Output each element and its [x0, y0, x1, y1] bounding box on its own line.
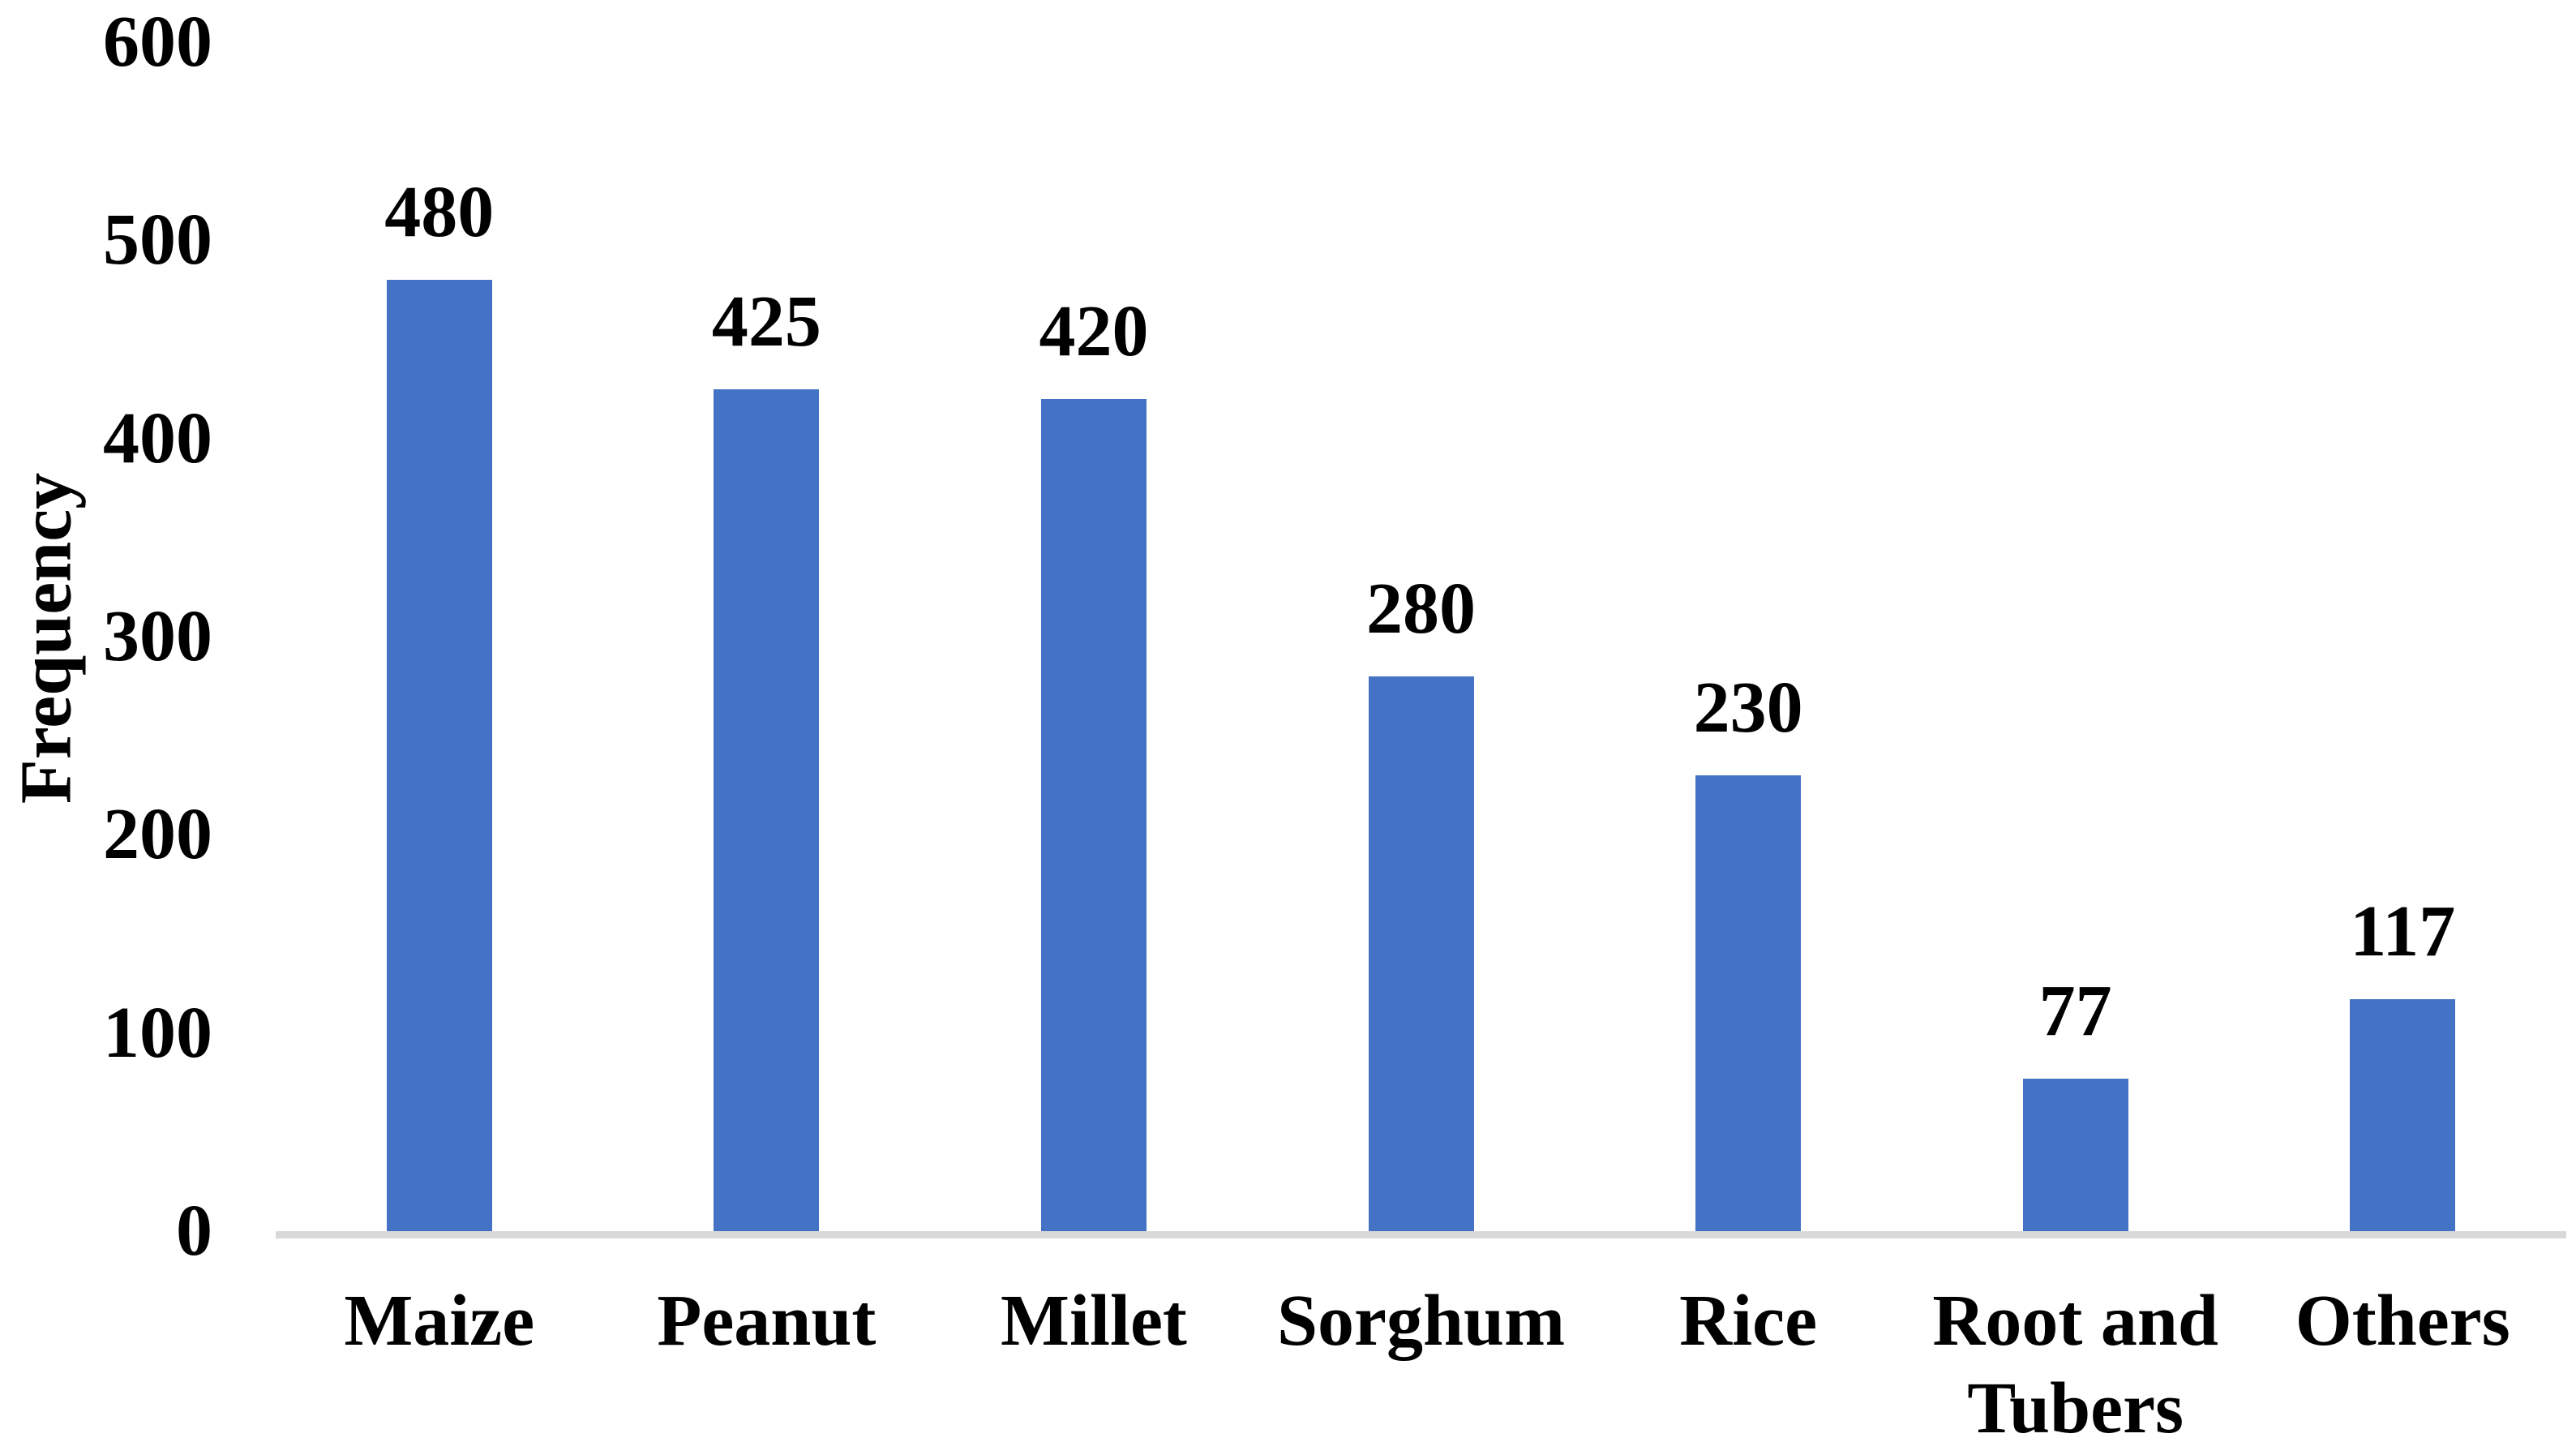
value-label-sorghum: 280 [1366, 568, 1477, 649]
bars-row: 480 425 420 280 230 77 [276, 42, 2566, 1231]
plot-area: 480 425 420 280 230 77 [276, 42, 2566, 1238]
x-label-rice: Rice [1679, 1281, 1818, 1361]
value-label-maize: 480 [384, 172, 495, 253]
value-label-peanut: 425 [711, 281, 821, 362]
bar-others [2350, 999, 2456, 1231]
y-axis-tick-label: 200 [103, 794, 212, 875]
bar-slot-peanut: 425 [603, 42, 931, 1231]
bar-slot-rice: 230 [1584, 42, 1912, 1231]
y-axis-tick-label: 600 [103, 2, 212, 82]
bar-peanut [714, 388, 820, 1231]
value-label-others: 117 [2350, 891, 2456, 972]
x-label-peanut: Peanut [657, 1281, 877, 1361]
bar-root-and-tubers [2022, 1078, 2128, 1231]
bar-maize [386, 280, 492, 1231]
bar-slot-others: 117 [2239, 42, 2566, 1231]
y-axis-tick-label: 0 [176, 1191, 212, 1271]
value-label-rice: 230 [1693, 667, 1803, 749]
y-axis-tick-label: 100 [103, 992, 212, 1073]
x-axis-line [276, 1231, 2566, 1238]
x-label-sorghum: Sorghum [1276, 1281, 1566, 1361]
x-label-millet: Millet [1001, 1281, 1187, 1361]
bar-slot-root-and-tubers: 77 [1912, 42, 2240, 1231]
x-label-maize: Maize [344, 1281, 535, 1361]
y-axis-tick-label: 300 [103, 596, 212, 676]
bar-slot-sorghum: 280 [1258, 42, 1585, 1231]
x-label-others: Others [2295, 1281, 2510, 1361]
x-axis-category-labels: Maize Peanut Millet Sorghum Rice Root an… [276, 1277, 2566, 1453]
y-axis-tick-labels: 600 500 400 300 200 100 0 [0, 6, 212, 1268]
bar-rice [1695, 775, 1802, 1231]
x-label-root-and-tubers: Root and Tubers [1932, 1281, 2218, 1449]
y-axis-tick-label: 500 [103, 200, 212, 281]
value-label-root-and-tubers: 77 [2038, 970, 2112, 1051]
y-axis-tick-label: 400 [103, 397, 212, 479]
bar-sorghum [1368, 676, 1474, 1231]
bar-slot-millet: 420 [930, 42, 1258, 1231]
bar-millet [1040, 398, 1147, 1231]
bar-slot-maize: 480 [276, 42, 603, 1231]
value-label-millet: 420 [1039, 290, 1149, 371]
